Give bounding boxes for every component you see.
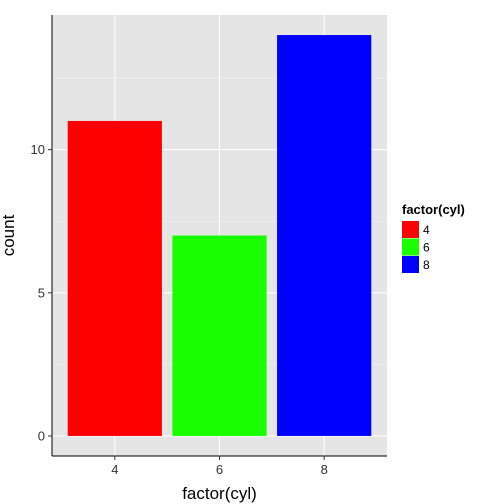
legend-title: factor(cyl)	[402, 202, 465, 217]
x-tick-label: 8	[321, 462, 328, 477]
x-axis-ticks: 4 6 8	[111, 456, 328, 477]
legend-label: 4	[423, 223, 430, 237]
x-axis-title: factor(cyl)	[182, 484, 257, 503]
legend-key-4	[402, 221, 419, 238]
y-tick-label: 0	[38, 428, 45, 443]
bar-6	[172, 235, 267, 436]
x-tick-label: 4	[111, 462, 118, 477]
x-tick-label: 6	[216, 462, 223, 477]
y-tick-label: 5	[38, 285, 45, 300]
legend-label: 6	[423, 241, 430, 255]
bar-4	[67, 120, 162, 436]
legend-key-6	[402, 238, 419, 256]
y-tick-label: 10	[31, 142, 45, 157]
legend-key-8	[402, 256, 419, 273]
bars	[67, 35, 372, 436]
bar-8	[277, 35, 372, 436]
legend-label: 8	[423, 258, 430, 272]
legend: factor(cyl) 4 6 8	[402, 202, 465, 273]
y-axis-title: count	[0, 214, 18, 256]
y-axis-ticks: 0 5 10	[31, 142, 52, 443]
